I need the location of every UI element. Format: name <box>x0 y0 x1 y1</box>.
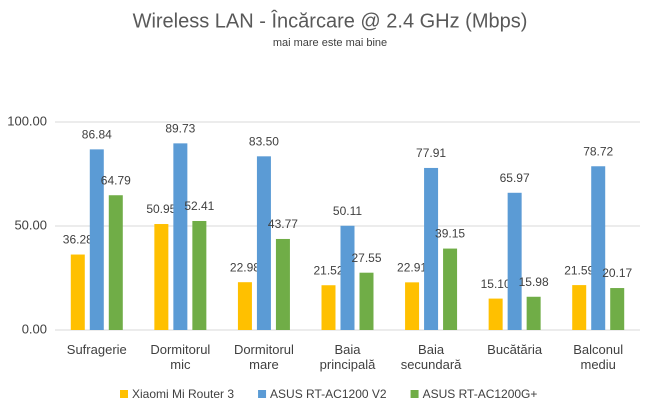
value-label: 22.91 <box>397 261 427 275</box>
value-label: 21.52 <box>313 263 343 277</box>
bar <box>610 288 625 330</box>
x-tick-label: Sufragerie <box>66 342 127 357</box>
value-label: 39.15 <box>435 227 465 241</box>
value-label: 83.50 <box>249 134 279 148</box>
x-tick-label: Balconul mediu <box>573 342 624 372</box>
value-label: 65.97 <box>500 171 530 185</box>
value-label: 86.84 <box>82 128 112 142</box>
value-label: 20.17 <box>602 266 632 280</box>
bar <box>488 298 503 330</box>
value-label: 15.10 <box>481 277 511 291</box>
bar <box>359 272 374 330</box>
value-label: 43.77 <box>268 217 298 231</box>
bar <box>108 195 123 330</box>
bar <box>507 192 522 330</box>
bar <box>572 285 587 330</box>
legend-swatch <box>410 390 419 398</box>
y-tick-label: 100.00 <box>7 113 47 128</box>
legend-label: Xiaomi Mi Router 3 <box>132 387 234 401</box>
legend-swatch <box>258 390 267 398</box>
value-label: 52.41 <box>184 199 214 213</box>
value-label: 77.91 <box>416 146 446 160</box>
x-tick-label: Baia secundară <box>400 342 462 372</box>
bar <box>591 166 606 330</box>
y-tick-label: 50.00 <box>14 217 47 232</box>
value-label: 50.11 <box>333 204 362 218</box>
value-label: 36.28 <box>63 233 93 247</box>
bar <box>275 238 290 330</box>
y-tick-label: 0.00 <box>22 321 47 336</box>
bar <box>154 224 169 330</box>
bar <box>424 167 439 330</box>
chart-subtitle: mai mare este mai bine <box>273 37 387 49</box>
legend-swatch <box>120 390 128 398</box>
bar <box>443 248 458 330</box>
chart-title: Wireless LAN - Încărcare @ 2.4 GHz (Mbps… <box>133 9 528 32</box>
legend-label: ASUS RT-AC1200G+ <box>423 387 538 401</box>
bar <box>192 220 207 330</box>
value-label: 21.59 <box>564 263 594 277</box>
value-label: 78.72 <box>583 144 613 158</box>
bar <box>173 143 188 330</box>
x-tick-label: Dormitorul mare <box>233 342 294 372</box>
bar <box>340 225 355 330</box>
value-label: 89.73 <box>165 122 195 136</box>
x-tick-label: Baia principală <box>319 342 376 372</box>
value-label: 15.98 <box>519 275 549 289</box>
bar <box>405 282 420 330</box>
bar <box>237 282 252 330</box>
x-tick-label: Bucătăria <box>487 342 543 357</box>
bar <box>70 254 85 330</box>
bar <box>526 296 541 330</box>
x-tick-label: Dormitorul mic <box>150 342 211 372</box>
value-label: 22.98 <box>230 260 260 274</box>
legend-label: ASUS RT-AC1200 V2 <box>270 387 387 401</box>
value-label: 27.55 <box>351 251 381 265</box>
bar <box>89 149 104 330</box>
value-label: 50.95 <box>146 202 176 216</box>
bar <box>321 285 336 330</box>
value-label: 64.79 <box>101 173 131 187</box>
bar <box>256 156 271 330</box>
